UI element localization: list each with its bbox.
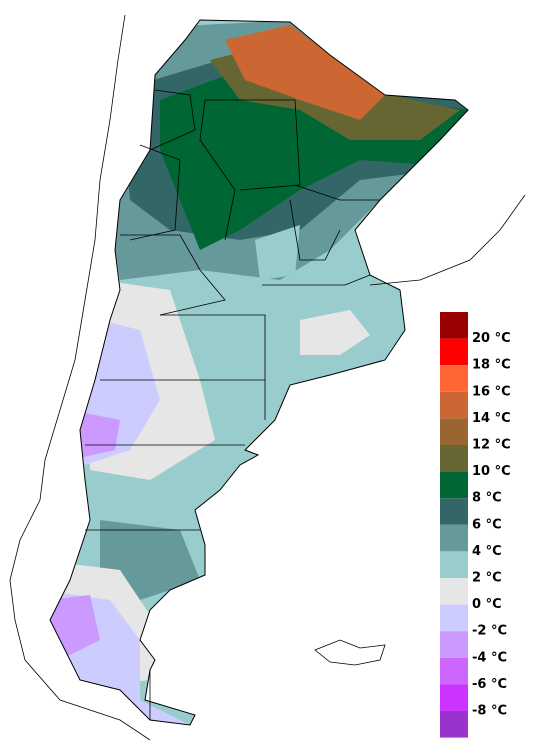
legend-label: -4 °C (472, 650, 507, 665)
legend-swatch (440, 524, 468, 552)
legend-swatch (440, 312, 468, 339)
country-outline (49, 19, 469, 726)
legend-label: 6 °C (472, 517, 502, 532)
legend-swatch (440, 604, 468, 632)
legend-swatch (440, 657, 468, 685)
legend-swatch (440, 445, 468, 472)
legend-label: 12 °C (472, 438, 511, 453)
legend-swatch (440, 338, 468, 366)
falkland-islands (314, 639, 386, 666)
legend-swatch (440, 391, 468, 419)
legend-label: 2 °C (472, 571, 502, 586)
legend-label: 0 °C (472, 597, 502, 612)
legend-swatch (440, 684, 468, 711)
legend-swatch (440, 578, 468, 605)
chile-coastline (9, 14, 151, 741)
legend-swatch (440, 498, 468, 525)
legend-swatch (440, 365, 468, 392)
legend-label: 4 °C (472, 544, 502, 559)
legend-label: 16 °C (472, 384, 511, 399)
legend: 20 °C 18 °C 16 °C 14 °C 12 °C 10 °C 8 °C 6 °C 4 … (440, 312, 511, 738)
uruguay-coast (369, 194, 526, 286)
legend-label: 10 °C (472, 464, 511, 479)
legend-label: -6 °C (472, 677, 507, 692)
legend-swatch (440, 631, 468, 658)
legend-label: 20 °C (472, 331, 511, 346)
legend-label: 18 °C (472, 358, 511, 373)
legend-label: -2 °C (472, 624, 507, 639)
legend-swatch (440, 471, 468, 499)
legend-label: 8 °C (472, 491, 502, 506)
legend-label: 14 °C (472, 411, 511, 426)
legend-label: -8 °C (472, 704, 507, 719)
legend-swatch (440, 418, 468, 445)
legend-swatch (440, 711, 468, 738)
legend-swatch (440, 551, 468, 578)
province-borders (85, 89, 380, 720)
